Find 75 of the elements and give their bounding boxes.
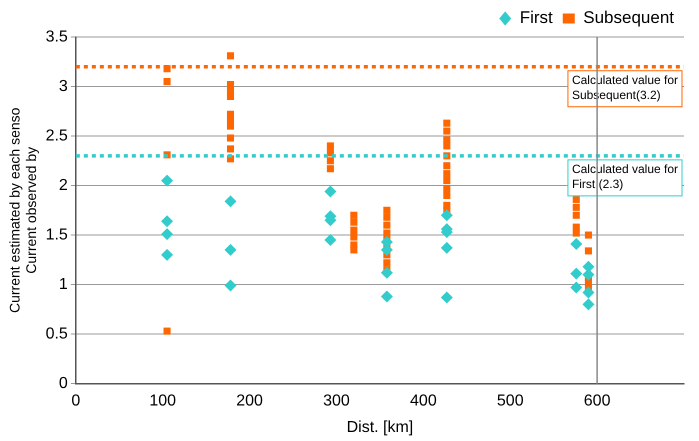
point [326,142,334,150]
point [443,142,450,150]
x-axis-title: Dist. [km] [346,418,414,436]
point [443,177,450,184]
legend-label: Subsequent [583,8,674,28]
point [226,122,234,130]
point [380,266,393,279]
point [226,134,234,142]
point [383,206,390,214]
x-tick-label: 200 [236,392,264,410]
point [570,282,582,294]
point [443,184,450,192]
point [350,212,358,219]
y-tick-label: 1 [58,276,68,293]
x-tick-label: 400 [410,392,437,410]
point [582,286,594,298]
point [570,268,582,280]
point [443,192,450,199]
point [440,209,453,222]
y-tick-label: 2 [58,176,68,194]
point [224,244,236,256]
point [350,218,358,226]
ref-line-label: Calculated value for First (2.3) [572,162,678,192]
y-axis-title: Current estimated by each senso Current observed by [6,107,40,314]
point [224,195,236,208]
point [443,170,450,178]
point [161,248,174,261]
y-tick-label: 3.5 [46,28,68,46]
point [161,215,174,228]
x-tick-label: 600 [584,392,611,410]
y-tick-label: 0 [58,375,68,392]
point [443,128,450,135]
point [443,120,450,127]
point [326,157,334,164]
point [383,230,390,237]
point [161,228,174,240]
point [572,212,580,219]
point [164,328,171,335]
point [350,226,358,234]
point [383,214,390,221]
point [440,242,453,254]
point [572,196,580,203]
point [383,222,390,229]
x-tick-label: 0 [71,392,80,410]
point [224,280,236,292]
point [350,234,358,241]
point [582,298,594,310]
y-tick-label: 0.5 [46,325,68,342]
point [226,92,234,100]
point [572,230,580,237]
point [164,78,171,86]
y-tick-label: 2.5 [46,127,68,144]
y-tick-label: 3 [58,78,68,95]
y-tick-label: 1.5 [46,226,68,244]
point [350,246,358,254]
point [570,238,582,250]
point [226,52,234,60]
x-tick-label: 100 [149,392,176,410]
x-tick-label: 500 [496,392,524,410]
point [326,165,334,172]
point [443,162,450,170]
point [324,185,336,198]
legend-label: First [520,8,554,28]
x-tick-label: 300 [323,392,350,410]
point [584,232,592,239]
point [584,247,592,254]
point [226,145,234,152]
point [161,174,174,187]
point [380,290,393,302]
ref-line-label: Calculated value for Subsequent(3.2) [572,73,678,102]
point [383,259,390,266]
point [440,291,453,304]
point [324,234,336,246]
point [572,204,580,211]
point [226,81,234,88]
